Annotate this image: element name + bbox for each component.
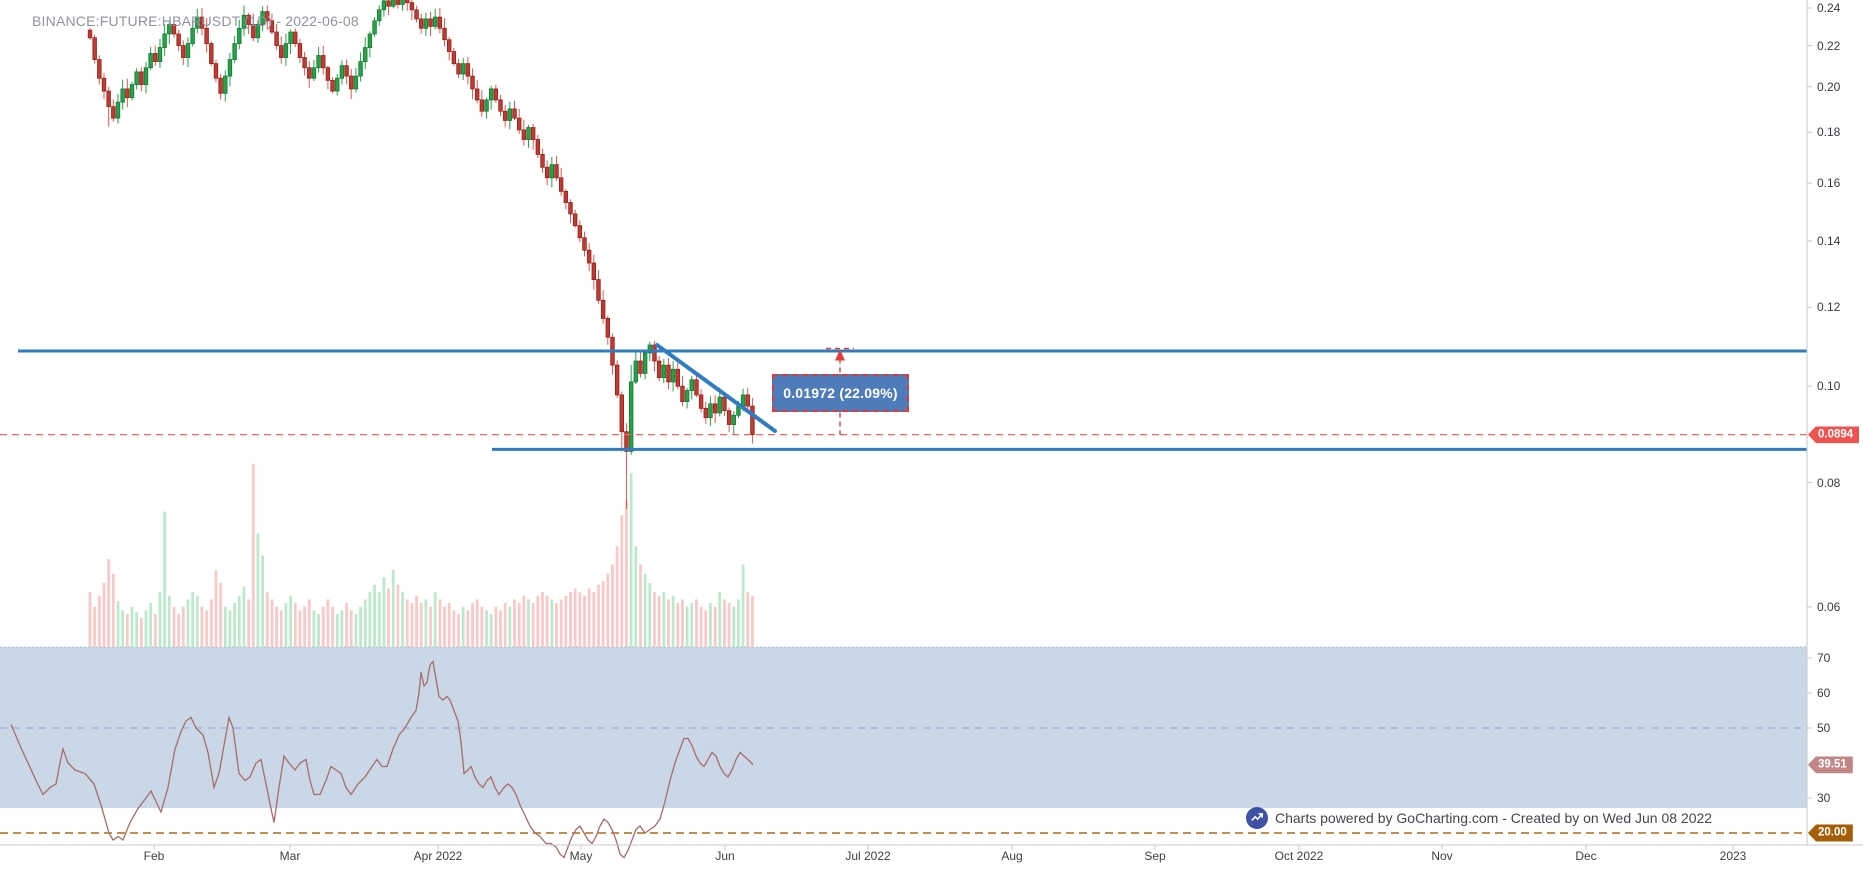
- price-tick-label: 0.22: [1817, 38, 1841, 53]
- price-tick-label: 0.16: [1817, 176, 1841, 191]
- rsi-level-badge: 20.00: [1808, 824, 1853, 842]
- symbol-title: BINANCE:FUTURE:HBARUSDT (1D) - 2022-06-0…: [32, 13, 359, 29]
- time-tick-label: Dec: [1575, 849, 1597, 863]
- time-tick-label: May: [569, 849, 593, 863]
- time-tick-label: Jun: [715, 849, 735, 863]
- time-tick-label: Oct 2022: [1274, 849, 1324, 863]
- price-tick-label: 0.12: [1817, 300, 1841, 315]
- candlestick-series: [87, 0, 755, 510]
- current-price-badge: 0.0894: [1808, 426, 1860, 444]
- time-tick-label: Jul 2022: [845, 849, 891, 863]
- price-tick-label: 0.14: [1817, 233, 1841, 248]
- price-tick-label: 0.08: [1817, 475, 1841, 490]
- rsi-tick-label: 50: [1817, 721, 1831, 735]
- price-tick-label: 0.20: [1817, 79, 1841, 94]
- rsi-value-badge: 39.51: [1808, 756, 1853, 774]
- time-tick-label: Nov: [1431, 849, 1453, 863]
- measure-annotation-box[interactable]: 0.01972 (22.09%): [772, 374, 909, 412]
- trendline[interactable]: [655, 343, 777, 433]
- footer-attribution: Charts powered by GoCharting.com - Creat…: [1275, 810, 1713, 826]
- rsi-line: [10, 660, 754, 859]
- price-tick-label: 0.18: [1817, 125, 1841, 140]
- footer: Charts powered by GoCharting.com - Creat…: [1246, 806, 1712, 830]
- time-tick-label: 2023: [1719, 849, 1747, 863]
- price-tick-label: 0.10: [1817, 379, 1841, 394]
- measure-annotation-label: 0.01972 (22.09%): [783, 385, 898, 401]
- rsi-tick-label: 70: [1817, 651, 1831, 665]
- price-tick-label: 0.06: [1817, 599, 1841, 614]
- volume-series: [88, 464, 754, 647]
- time-tick-label: Aug: [1001, 849, 1023, 863]
- price-tick-label: 0.24: [1817, 1, 1841, 15]
- time-tick-label: Sep: [1144, 849, 1166, 863]
- gocharting-logo-icon: [1246, 807, 1268, 829]
- time-tick-label: Mar: [279, 849, 301, 863]
- time-tick-label: Apr 2022: [413, 849, 463, 863]
- rsi-tick-label: 60: [1817, 686, 1831, 700]
- rsi-tick-label: 30: [1817, 791, 1831, 805]
- time-tick-label: Feb: [143, 849, 165, 863]
